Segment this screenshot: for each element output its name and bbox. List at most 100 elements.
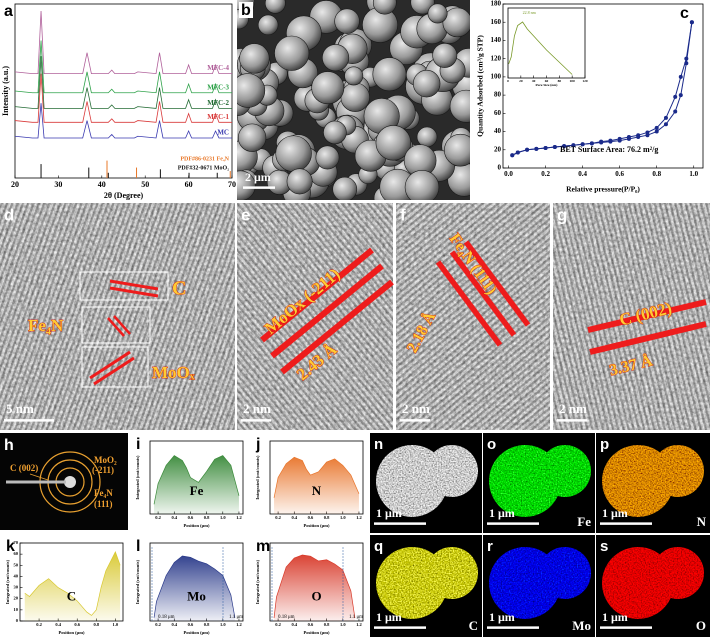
panel-label: n bbox=[374, 436, 383, 453]
x-tick-label: 1.2 bbox=[356, 515, 362, 520]
reference-label: PDF#32-0671 MoO₂ bbox=[178, 165, 229, 171]
panel-label: l bbox=[136, 538, 140, 555]
point bbox=[645, 130, 650, 135]
particle bbox=[274, 35, 310, 71]
element-label: O bbox=[311, 589, 321, 604]
reference-label: PDF#86-0231 Fe₄N bbox=[180, 156, 229, 162]
x-tick-label: 60 bbox=[185, 180, 193, 189]
y-tick-label: 0 bbox=[16, 618, 19, 623]
y-tick-label: 70 bbox=[14, 540, 19, 545]
y-tick-label: 30 bbox=[14, 585, 19, 590]
x-tick-label: 0.4 bbox=[171, 622, 177, 627]
tem-image bbox=[0, 203, 235, 430]
x-tick-label: 0.6 bbox=[308, 622, 314, 627]
element-label: C bbox=[469, 618, 478, 633]
y-tick-label: 40 bbox=[494, 127, 502, 135]
panel-label: s bbox=[600, 538, 608, 555]
x-axis-label: Position (μm) bbox=[304, 630, 330, 635]
lattice-marker bbox=[589, 321, 707, 355]
x-tick-label: 40 bbox=[98, 180, 106, 189]
annotation: C bbox=[172, 278, 186, 300]
y-tick-label: 0 bbox=[498, 164, 502, 172]
y-tick-label: 120 bbox=[491, 54, 502, 62]
point bbox=[673, 109, 678, 114]
y-tick-label: 40 bbox=[14, 573, 19, 578]
annotation: 1.1 μm bbox=[229, 615, 243, 620]
x-tick-label: 0.6 bbox=[308, 515, 314, 520]
scale-bar-label: 2 nm bbox=[243, 401, 271, 416]
series-label: MFC-1 bbox=[207, 113, 229, 121]
series-label: MFC-3 bbox=[207, 83, 229, 91]
scale-bar-label: 1 μm bbox=[602, 506, 628, 520]
x-tick-label: 0.0 bbox=[504, 170, 513, 178]
annotation: (111) bbox=[94, 499, 113, 509]
particle bbox=[416, 126, 438, 148]
x-tick-label: 20 bbox=[519, 79, 523, 83]
annotation: MoO₂ bbox=[94, 455, 117, 465]
scale-bar-label: 1 μm bbox=[602, 610, 628, 624]
particle bbox=[432, 42, 458, 68]
series-line bbox=[14, 10, 232, 75]
x-tick-label: 0.8 bbox=[324, 622, 330, 627]
x-tick-label: 1.0 bbox=[689, 170, 698, 178]
particle bbox=[311, 71, 345, 105]
x-tick-label: 0.4 bbox=[55, 622, 61, 627]
particle bbox=[412, 69, 441, 98]
panel-label: k bbox=[6, 538, 15, 555]
particle bbox=[427, 3, 448, 24]
particle bbox=[275, 135, 312, 172]
y-tick-label: 60 bbox=[14, 551, 19, 556]
panel-label: q bbox=[374, 538, 383, 555]
scale-bar-label: 5 nm bbox=[6, 401, 34, 416]
scale-bar-label: 2 nm bbox=[402, 401, 430, 416]
y-tick-label: 100 bbox=[491, 72, 502, 80]
x-tick-label: 0.2 bbox=[541, 170, 550, 178]
particle bbox=[264, 0, 286, 14]
x-tick-label: 30 bbox=[54, 180, 62, 189]
y-tick-label: 180 bbox=[491, 0, 502, 8]
panel-label: b bbox=[241, 2, 251, 19]
panel-label: p bbox=[600, 436, 609, 453]
point bbox=[543, 145, 548, 150]
series-line bbox=[14, 73, 232, 123]
y-tick-label: 20 bbox=[14, 596, 19, 601]
x-axis-label: 2θ (Degree) bbox=[104, 191, 144, 200]
point bbox=[673, 94, 678, 99]
x-tick-label: 1.0 bbox=[220, 515, 226, 520]
panel-label: h bbox=[4, 437, 14, 454]
particle bbox=[334, 8, 360, 34]
lattice-marker bbox=[107, 317, 125, 337]
annotation: (-211) bbox=[92, 465, 114, 475]
pointer bbox=[29, 473, 49, 481]
lattice-marker bbox=[270, 263, 384, 359]
panel-label: m bbox=[256, 538, 270, 555]
y-axis-label: Integrated (cnt/counts) bbox=[5, 559, 10, 604]
particle bbox=[372, 57, 407, 92]
point bbox=[599, 139, 604, 144]
x-tick-label: 70 bbox=[228, 180, 236, 189]
element-label: Fe bbox=[190, 483, 204, 498]
element-label: N bbox=[697, 514, 707, 529]
x-tick-label: 120 bbox=[582, 79, 588, 83]
x-tick-label: 1.2 bbox=[356, 622, 362, 627]
x-tick-label: 0.4 bbox=[291, 622, 297, 627]
particle bbox=[332, 176, 358, 200]
point bbox=[562, 144, 567, 149]
x-tick-label: 0.2 bbox=[36, 622, 42, 627]
y-axis-label: Integrated (cnt/counts) bbox=[135, 559, 140, 604]
point bbox=[689, 20, 694, 25]
series-line bbox=[14, 40, 232, 94]
point bbox=[571, 143, 576, 148]
element-label: C bbox=[67, 589, 76, 604]
panel-label: g bbox=[557, 205, 567, 224]
lattice-marker bbox=[587, 299, 707, 333]
x-axis-label: Position (μm) bbox=[59, 630, 85, 635]
particle bbox=[444, 133, 470, 167]
y-axis-label: Quantity Adsorbed (cm³/g STP) bbox=[476, 35, 485, 137]
lattice-marker bbox=[280, 279, 394, 375]
point bbox=[645, 133, 650, 138]
x-tick-label: 20 bbox=[11, 180, 19, 189]
annotation: 1.1 μm bbox=[349, 615, 363, 620]
element-label: N bbox=[312, 483, 322, 498]
